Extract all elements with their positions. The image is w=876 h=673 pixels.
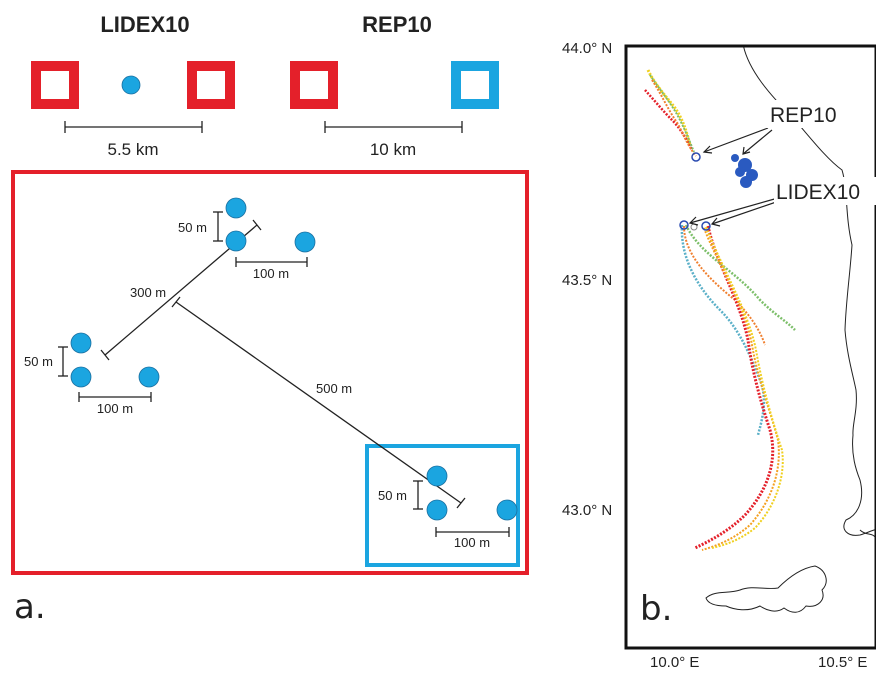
lidex-scale-label: 5.5 km <box>107 140 158 159</box>
track-lidex-orange <box>701 227 780 551</box>
rep-title: REP10 <box>362 12 432 37</box>
rep-site-square-right <box>451 61 499 109</box>
track-lidex-orange-short <box>683 225 766 346</box>
lat-label-43: 43.0° N <box>562 502 612 519</box>
distance-500m: 500 m <box>316 381 352 396</box>
track-rep-red <box>644 89 694 151</box>
lidex-start-marker-1 <box>679 220 689 230</box>
left-100m-label: 100 m <box>97 401 133 416</box>
top-100m-bar <box>235 257 308 267</box>
left-50m-label: 50 m <box>24 354 53 369</box>
drifter-br-2 <box>426 499 448 521</box>
distance-lines <box>100 219 466 509</box>
drifter-top-3 <box>294 231 316 253</box>
rep-cluster-box <box>365 444 520 567</box>
rep-scale-label: 10 km <box>370 140 416 159</box>
coastline <box>742 46 876 536</box>
lidex-scale-bar <box>64 121 203 133</box>
lon-label-10-5: 10.5° E <box>818 654 867 671</box>
distance-300m: 300 m <box>130 285 166 300</box>
br-100m-bar <box>435 527 510 537</box>
panel-b-map: 44.0° N 43.5° N 43.0° N 10.0° E 10.5° E <box>562 40 876 671</box>
br-50m-label: 50 m <box>378 488 407 503</box>
br-50m-bar <box>413 480 423 510</box>
track-rep-orange <box>651 79 697 157</box>
top-50m-label: 50 m <box>178 220 207 235</box>
drifter-br-3 <box>496 499 518 521</box>
map-lidex-label: LIDEX10 <box>776 181 860 204</box>
lidex-start-marker-3 <box>701 221 711 231</box>
lat-label-43-5: 43.5° N <box>562 272 612 289</box>
rep-scale-bar <box>324 121 463 133</box>
drifter-left-1 <box>70 332 92 354</box>
panel-a: LIDEX10 REP10 5.5 km 10 km <box>11 12 529 627</box>
drifter-br-1 <box>426 465 448 487</box>
left-50m-bar <box>58 346 68 377</box>
lidex-site-square-right <box>187 61 235 109</box>
track-lidex-yellow <box>705 226 784 549</box>
rep-site-square-left <box>290 61 338 109</box>
rep-blue-cluster <box>731 154 758 188</box>
lidex-center-drifter <box>121 75 141 95</box>
top-100m-label: 100 m <box>253 266 289 281</box>
elba-island <box>705 565 827 613</box>
lon-label-10: 10.0° E <box>650 654 699 671</box>
track-lidex-cyan <box>680 224 766 436</box>
lidex-site-square-left <box>31 61 79 109</box>
deployment-area-box <box>11 170 529 575</box>
rep-start-marker-1 <box>691 152 701 162</box>
lat-label-44: 44.0° N <box>562 40 612 57</box>
track-lidex-green <box>684 224 796 331</box>
drifter-left-2 <box>70 366 92 388</box>
map-rep-label: REP10 <box>770 104 837 127</box>
left-100m-bar <box>78 392 152 402</box>
track-lidex-red <box>694 225 775 550</box>
annotation-arrows <box>688 127 783 227</box>
track-rep-green <box>649 74 695 153</box>
map-frame <box>624 44 876 650</box>
lidex-label-bg <box>774 177 876 205</box>
panel-a-label: a. <box>14 587 46 627</box>
drifter-left-3 <box>138 366 160 388</box>
panel-b-label: b. <box>640 589 672 629</box>
br-100m-label: 100 m <box>454 535 490 550</box>
rep-label-bg <box>765 100 845 128</box>
lidex-title: LIDEX10 <box>100 12 189 37</box>
drifter-top-2 <box>225 230 247 252</box>
drifter-top-1 <box>225 197 247 219</box>
top-50m-bar <box>213 211 223 242</box>
